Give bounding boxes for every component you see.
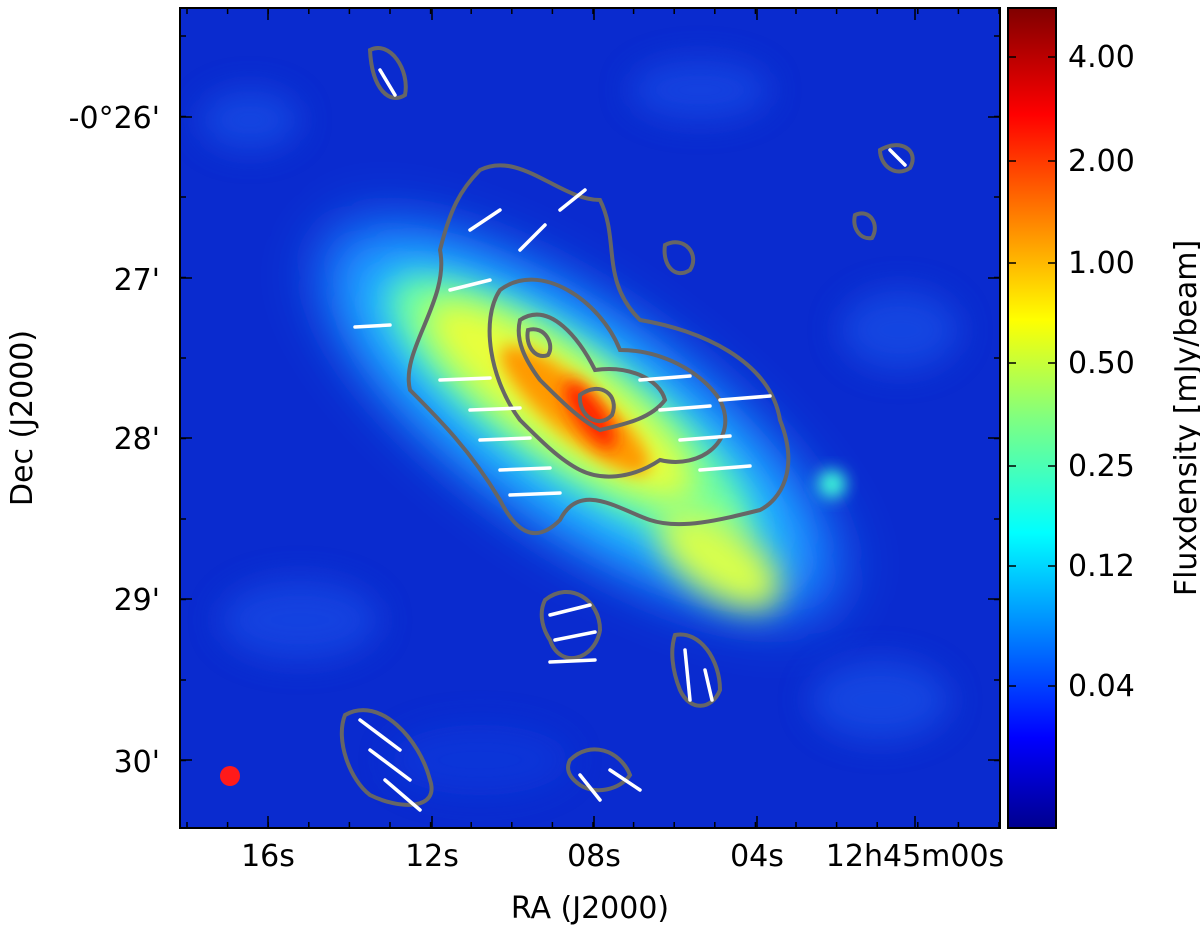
x-axis-title: RA (J2000) xyxy=(511,891,669,926)
pol-vector xyxy=(353,323,392,329)
pol-vector xyxy=(498,466,552,472)
contour-south-blob-2 xyxy=(670,632,723,708)
colorbar-tick-label: 0.12 xyxy=(1068,549,1135,584)
pol-vector xyxy=(438,376,492,382)
colorbar-tick-label: 4.00 xyxy=(1068,40,1135,75)
colorbar-title: Fluxdensity [mJy/beam] xyxy=(1169,240,1200,596)
pol-vector xyxy=(518,223,547,252)
colorbar-tick-label: 0.04 xyxy=(1068,669,1135,704)
pol-vector xyxy=(358,718,402,752)
y-tick-label: 28' xyxy=(114,422,160,457)
pol-vector xyxy=(468,208,502,232)
contour-north-blob xyxy=(367,46,408,100)
colorbar-gradient xyxy=(1007,7,1057,829)
pol-vector xyxy=(683,648,692,702)
contour-sw-blob xyxy=(339,708,434,807)
pol-vector xyxy=(638,374,692,382)
y-tick-label: -0°26' xyxy=(69,101,160,136)
pol-vector xyxy=(548,658,597,664)
pol-vector xyxy=(698,464,752,472)
contour-peak xyxy=(577,387,616,423)
colorbar-tick-label: 0.50 xyxy=(1068,346,1135,381)
beam-marker xyxy=(220,766,240,786)
contour-east-blob xyxy=(877,143,915,174)
pol-vector xyxy=(448,278,492,292)
polarization-vectors xyxy=(353,68,907,812)
contour-south-blob-1 xyxy=(539,589,603,661)
colorbar: 4.00 2.00 1.00 0.50 0.25 0.12 0.04 Fluxd… xyxy=(1007,7,1200,829)
pol-vector xyxy=(468,406,522,412)
background-noise xyxy=(200,60,960,795)
pol-vector xyxy=(383,778,422,812)
y-tick-labels: -0°26' 27' 28' 29' 30' xyxy=(69,101,160,780)
pol-vector xyxy=(368,748,412,782)
contour-main xyxy=(406,163,791,536)
colorbar-tick-label: 2.00 xyxy=(1068,144,1135,179)
pol-vector xyxy=(508,491,562,497)
y-tick-label: 29' xyxy=(114,583,160,618)
contour-s-blob xyxy=(566,747,633,793)
pol-vector xyxy=(578,773,602,802)
x-tick-labels: 16s 12s 08s 04s 12h45m00s xyxy=(241,839,1004,874)
intensity-map xyxy=(180,8,1000,828)
pol-vector xyxy=(703,668,714,702)
x-tick-label: 12h45m00s xyxy=(826,839,1004,874)
x-tick-label: 08s xyxy=(567,839,621,874)
pol-vector xyxy=(548,603,592,617)
y-tick-label: 27' xyxy=(114,263,160,298)
pol-vector xyxy=(608,768,642,792)
contour-mid xyxy=(487,277,728,479)
pol-vector xyxy=(553,630,597,642)
contour-ne-blob xyxy=(662,240,696,276)
map-frame xyxy=(179,7,1001,829)
pol-vector xyxy=(558,188,587,212)
pol-vector xyxy=(678,434,732,442)
y-axis-title: Dec (J2000) xyxy=(5,330,40,506)
pol-vector xyxy=(888,148,907,167)
colorbar-tick-labels: 4.00 2.00 1.00 0.50 0.25 0.12 0.04 xyxy=(1068,40,1135,704)
map-ticks xyxy=(180,8,1000,828)
pol-vector xyxy=(718,394,772,402)
colorbar-tick-label: 0.25 xyxy=(1068,449,1135,484)
x-tick-label: 04s xyxy=(730,839,784,874)
colorbar-tick-label: 1.00 xyxy=(1068,246,1135,281)
colorbar-ticks xyxy=(1008,56,1056,687)
pol-vector xyxy=(478,436,532,442)
x-tick-label: 12s xyxy=(405,839,459,874)
contours xyxy=(339,46,915,807)
contour-inner xyxy=(516,312,668,433)
contour-east-blob-2 xyxy=(852,211,877,241)
pol-vector xyxy=(378,68,397,97)
pol-vector xyxy=(658,404,712,412)
y-tick-label: 30' xyxy=(114,745,160,780)
x-tick-label: 16s xyxy=(241,839,295,874)
contour-core xyxy=(525,327,553,358)
